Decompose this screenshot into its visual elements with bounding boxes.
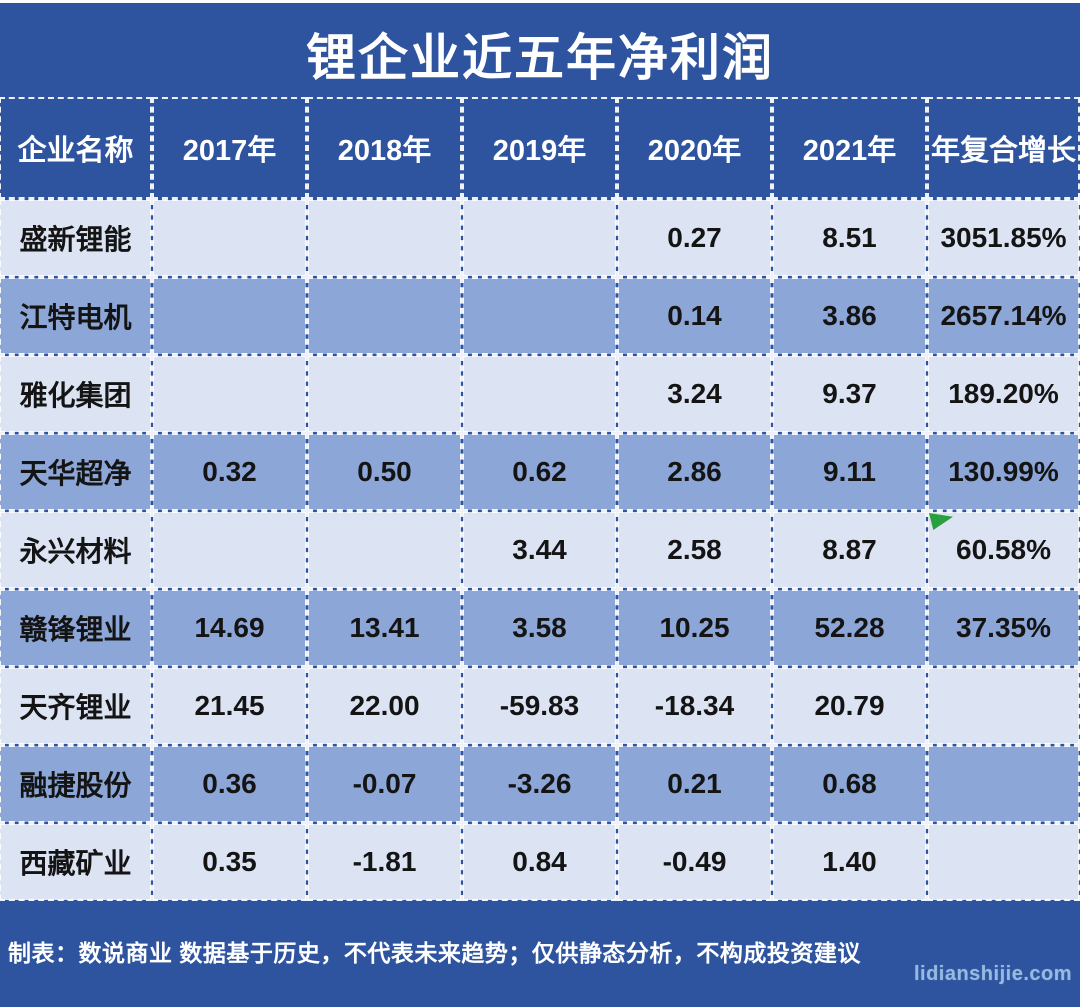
company-name-cell: 盛新锂能 [0, 199, 152, 277]
column-header-cagr: 年复合增长 [927, 97, 1080, 199]
growth-cell [927, 745, 1080, 823]
value-cell [152, 511, 307, 589]
value-cell: 13.41 [307, 589, 462, 667]
value-cell: 10.25 [617, 589, 772, 667]
value-cell [307, 511, 462, 589]
value-cell: 0.27 [617, 199, 772, 277]
value-cell: -18.34 [617, 667, 772, 745]
column-header-2019: 2019年 [462, 97, 617, 199]
value-cell: 0.62 [462, 433, 617, 511]
value-cell: 0.68 [772, 745, 927, 823]
value-cell [152, 277, 307, 355]
company-name-cell: 永兴材料 [0, 511, 152, 589]
company-name-cell: 天齐锂业 [0, 667, 152, 745]
value-cell: 8.51 [772, 199, 927, 277]
column-header-2018: 2018年 [307, 97, 462, 199]
value-cell: -0.07 [307, 745, 462, 823]
value-cell [307, 355, 462, 433]
value-cell: 3.58 [462, 589, 617, 667]
column-header-2020: 2020年 [617, 97, 772, 199]
page-title: 锂企业近五年净利润 [306, 30, 774, 86]
value-cell: -1.81 [307, 823, 462, 901]
value-cell: 0.21 [617, 745, 772, 823]
value-cell: 0.32 [152, 433, 307, 511]
value-cell: 22.00 [307, 667, 462, 745]
value-cell: 1.40 [772, 823, 927, 901]
value-cell: 14.69 [152, 589, 307, 667]
growth-cell: 189.20% [927, 355, 1080, 433]
watermark-url: lidianshijie.com [913, 963, 1072, 985]
value-cell: -59.83 [462, 667, 617, 745]
growth-cell: 60.58% [927, 511, 1080, 589]
growth-cell [927, 667, 1080, 745]
value-cell: 0.36 [152, 745, 307, 823]
value-cell [462, 199, 617, 277]
growth-cell: 2657.14% [927, 277, 1080, 355]
value-cell: 20.79 [772, 667, 927, 745]
profit-table: 企业名称 2017年 2018年 2019年 2020年 2021年 年复合增长… [0, 97, 1080, 901]
company-name-cell: 天华超净 [0, 433, 152, 511]
green-triangle-marker-icon [929, 513, 953, 530]
value-cell: 0.84 [462, 823, 617, 901]
value-cell: 21.45 [152, 667, 307, 745]
company-name-cell: 江特电机 [0, 277, 152, 355]
company-name-cell: 赣锋锂业 [0, 589, 152, 667]
value-cell: -3.26 [462, 745, 617, 823]
value-cell: 0.50 [307, 433, 462, 511]
company-name-cell: 西藏矿业 [0, 823, 152, 901]
value-cell [152, 199, 307, 277]
value-cell [152, 355, 307, 433]
value-cell: 3.44 [462, 511, 617, 589]
value-cell [307, 199, 462, 277]
value-cell: 0.14 [617, 277, 772, 355]
value-cell: 0.35 [152, 823, 307, 901]
growth-cell [927, 823, 1080, 901]
company-name-cell: 融捷股份 [0, 745, 152, 823]
value-cell: 8.87 [772, 511, 927, 589]
company-name-cell: 雅化集团 [0, 355, 152, 433]
column-header-2017: 2017年 [152, 97, 307, 199]
column-header-company: 企业名称 [0, 97, 152, 199]
footer-disclaimer: 制表：数说商业 数据基于历史，不代表未来趋势；仅供静态分析，不构成投资建议 [8, 940, 861, 966]
value-cell: 3.86 [772, 277, 927, 355]
value-cell: 2.58 [617, 511, 772, 589]
growth-cell: 3051.85% [927, 199, 1080, 277]
value-cell: -0.49 [617, 823, 772, 901]
value-cell: 9.11 [772, 433, 927, 511]
growth-cell: 37.35% [927, 589, 1080, 667]
column-header-2021: 2021年 [772, 97, 927, 199]
top-white-strip [0, 0, 1080, 3]
cell-value: 60.58% [956, 534, 1051, 565]
value-cell [307, 277, 462, 355]
value-cell: 3.24 [617, 355, 772, 433]
growth-cell: 130.99% [927, 433, 1080, 511]
value-cell: 52.28 [772, 589, 927, 667]
value-cell [462, 277, 617, 355]
value-cell: 9.37 [772, 355, 927, 433]
value-cell: 2.86 [617, 433, 772, 511]
value-cell [462, 355, 617, 433]
